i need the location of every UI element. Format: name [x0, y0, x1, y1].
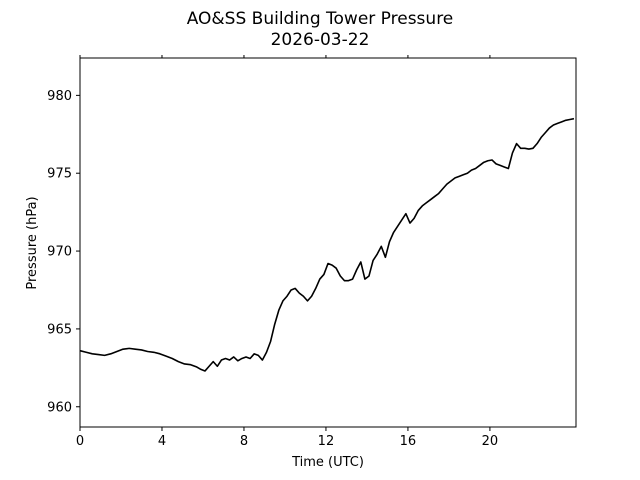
x-axis-label: Time (UTC) — [291, 455, 364, 470]
y-axis-label: Pressure (hPa) — [25, 196, 40, 289]
chart-subtitle: 2026-03-22 — [271, 30, 370, 50]
x-tick-label: 0 — [76, 434, 84, 449]
y-tick-label: 975 — [47, 167, 72, 182]
pressure-series-line — [79, 117, 575, 372]
x-tick-label: 4 — [158, 434, 166, 449]
y-tick-label: 980 — [47, 89, 72, 104]
x-tick-label: 20 — [482, 434, 499, 449]
y-tick-label: 965 — [47, 322, 72, 337]
y-tick-label: 960 — [47, 400, 72, 415]
x-tick-label: 12 — [318, 434, 335, 449]
plot-frame — [79, 57, 577, 428]
tick-layer: 0 4 8 12 16 20 960 965 970 975 980 — [47, 55, 498, 449]
chart-title: AO&SS Building Tower Pressure — [187, 9, 454, 29]
y-tick-label: 970 — [47, 245, 72, 260]
x-tick-label: 8 — [240, 434, 248, 449]
x-tick-label: 16 — [400, 434, 417, 449]
